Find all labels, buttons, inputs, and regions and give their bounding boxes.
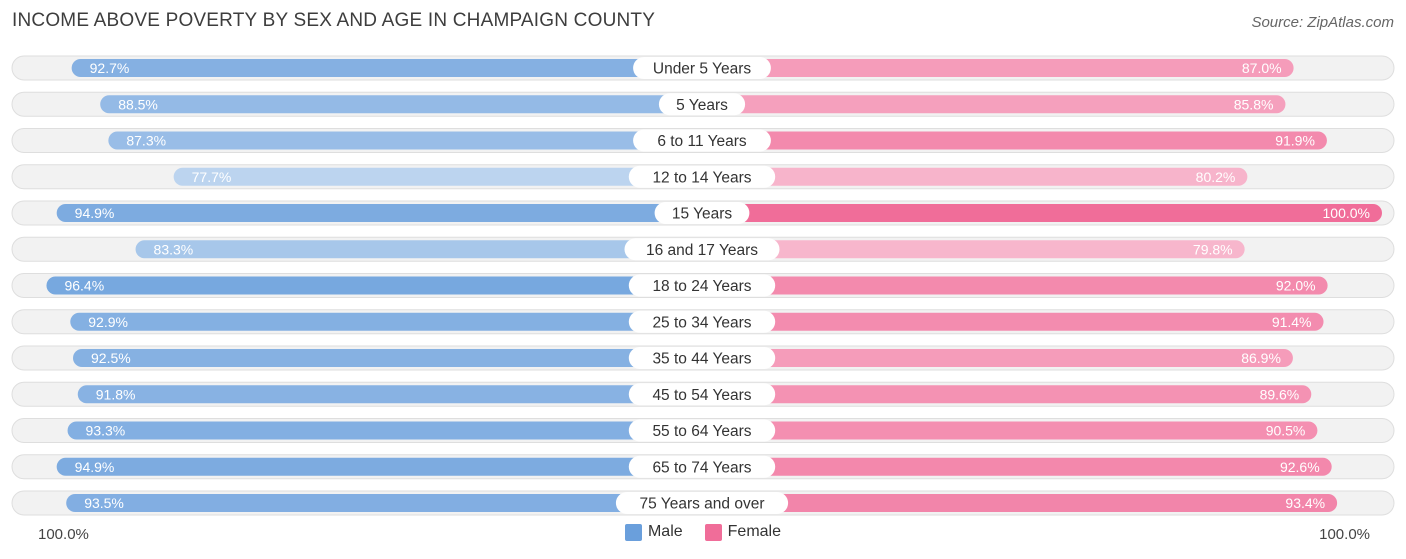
female-value-label: 89.6% bbox=[1260, 386, 1300, 402]
male-value-label: 88.5% bbox=[118, 96, 158, 112]
male-value-label: 96.4% bbox=[64, 278, 104, 294]
male-bar bbox=[67, 421, 702, 440]
female-value-label: 91.4% bbox=[1272, 314, 1312, 330]
category-label: 16 and 17 Years bbox=[646, 242, 758, 259]
female-bar bbox=[702, 312, 1324, 331]
male-value-label: 91.8% bbox=[96, 386, 136, 402]
male-value-label: 87.3% bbox=[126, 133, 166, 149]
male-value-label: 92.5% bbox=[91, 350, 131, 366]
female-bar bbox=[702, 276, 1328, 295]
male-value-label: 94.9% bbox=[75, 205, 115, 221]
category-label: 15 Years bbox=[672, 206, 733, 223]
category-label: 5 Years bbox=[676, 97, 728, 114]
male-bar bbox=[100, 95, 702, 114]
male-value-label: 92.7% bbox=[90, 60, 130, 76]
legend-label-female: Female bbox=[727, 523, 782, 540]
female-bar bbox=[702, 421, 1318, 440]
category-pill bbox=[628, 455, 776, 478]
male-bar bbox=[56, 457, 703, 476]
male-bar bbox=[173, 167, 702, 186]
male-bar bbox=[71, 59, 702, 77]
male-bar bbox=[66, 494, 702, 512]
legend-swatch-male bbox=[624, 523, 642, 541]
category-pill bbox=[658, 93, 746, 116]
category-pill bbox=[628, 347, 776, 369]
legend-item-male[interactable]: Male bbox=[624, 523, 683, 541]
category-label: 75 Years and over bbox=[640, 496, 765, 513]
female-bar bbox=[702, 240, 1245, 259]
male-bar bbox=[70, 312, 702, 331]
category-pill bbox=[615, 492, 789, 514]
female-bar bbox=[702, 204, 1382, 222]
female-value-label: 90.5% bbox=[1266, 423, 1306, 439]
chart-title: INCOME ABOVE POVERTY BY SEX AND AGE IN C… bbox=[12, 10, 656, 31]
category-pill bbox=[628, 274, 776, 297]
legend-label-male: Male bbox=[647, 523, 683, 540]
category-label: 45 to 54 Years bbox=[652, 387, 751, 404]
female-value-label: 80.2% bbox=[1196, 169, 1236, 185]
female-value-label: 100.0% bbox=[1323, 205, 1370, 221]
legend-item-female[interactable]: Female bbox=[704, 523, 782, 541]
category-pill bbox=[628, 419, 776, 442]
category-label: 18 to 24 Years bbox=[652, 278, 751, 295]
category-label: 35 to 44 Years bbox=[652, 351, 751, 368]
category-pill bbox=[628, 383, 776, 406]
legend: Male Female bbox=[0, 523, 1406, 541]
female-value-label: 92.6% bbox=[1280, 459, 1320, 475]
male-bar bbox=[77, 385, 702, 404]
male-bar bbox=[73, 349, 702, 367]
female-bar bbox=[702, 457, 1332, 476]
chart-area: 92.7% 87.0% Under 5 Years 88.5% 85.8% 5 Years… bbox=[11, 55, 1395, 516]
category-label: Under 5 Years bbox=[653, 61, 751, 78]
female-bar bbox=[702, 59, 1294, 77]
category-pill bbox=[624, 238, 780, 261]
male-bar bbox=[135, 240, 702, 259]
female-value-label: 92.0% bbox=[1276, 278, 1316, 294]
male-value-label: 93.5% bbox=[84, 495, 124, 511]
female-bar bbox=[702, 167, 1248, 186]
male-bar bbox=[46, 276, 703, 295]
male-bar bbox=[56, 204, 703, 222]
female-value-label: 87.0% bbox=[1242, 60, 1282, 76]
male-value-label: 83.3% bbox=[154, 241, 194, 257]
female-value-label: 86.9% bbox=[1241, 350, 1281, 366]
legend-swatch-female bbox=[704, 523, 722, 541]
female-bar bbox=[702, 385, 1312, 404]
female-bar bbox=[702, 131, 1327, 150]
category-pill bbox=[628, 165, 776, 188]
female-bar bbox=[702, 349, 1293, 367]
category-label: 12 to 14 Years bbox=[652, 169, 751, 186]
axis-left-label: 100.0% bbox=[38, 526, 89, 543]
category-pill bbox=[628, 310, 776, 333]
male-value-label: 93.3% bbox=[86, 423, 126, 439]
male-bar bbox=[108, 131, 703, 150]
male-value-label: 94.9% bbox=[75, 459, 115, 475]
female-bar bbox=[702, 95, 1286, 114]
female-value-label: 93.4% bbox=[1285, 495, 1325, 511]
category-pill bbox=[654, 202, 750, 224]
category-label: 65 to 74 Years bbox=[652, 459, 751, 476]
category-pill bbox=[633, 57, 771, 79]
category-label: 25 to 34 Years bbox=[652, 314, 751, 331]
category-pill bbox=[633, 129, 771, 152]
female-value-label: 79.8% bbox=[1193, 241, 1233, 257]
male-value-label: 92.9% bbox=[88, 314, 128, 330]
female-value-label: 85.8% bbox=[1234, 96, 1274, 112]
female-value-label: 91.9% bbox=[1275, 133, 1315, 149]
axis-right-label: 100.0% bbox=[1319, 526, 1370, 543]
category-label: 55 to 64 Years bbox=[652, 423, 751, 440]
chart-source: Source: ZipAtlas.com bbox=[1251, 14, 1394, 31]
female-bar bbox=[702, 494, 1338, 512]
male-value-label: 77.7% bbox=[192, 169, 232, 185]
category-label: 6 to 11 Years bbox=[657, 133, 747, 150]
